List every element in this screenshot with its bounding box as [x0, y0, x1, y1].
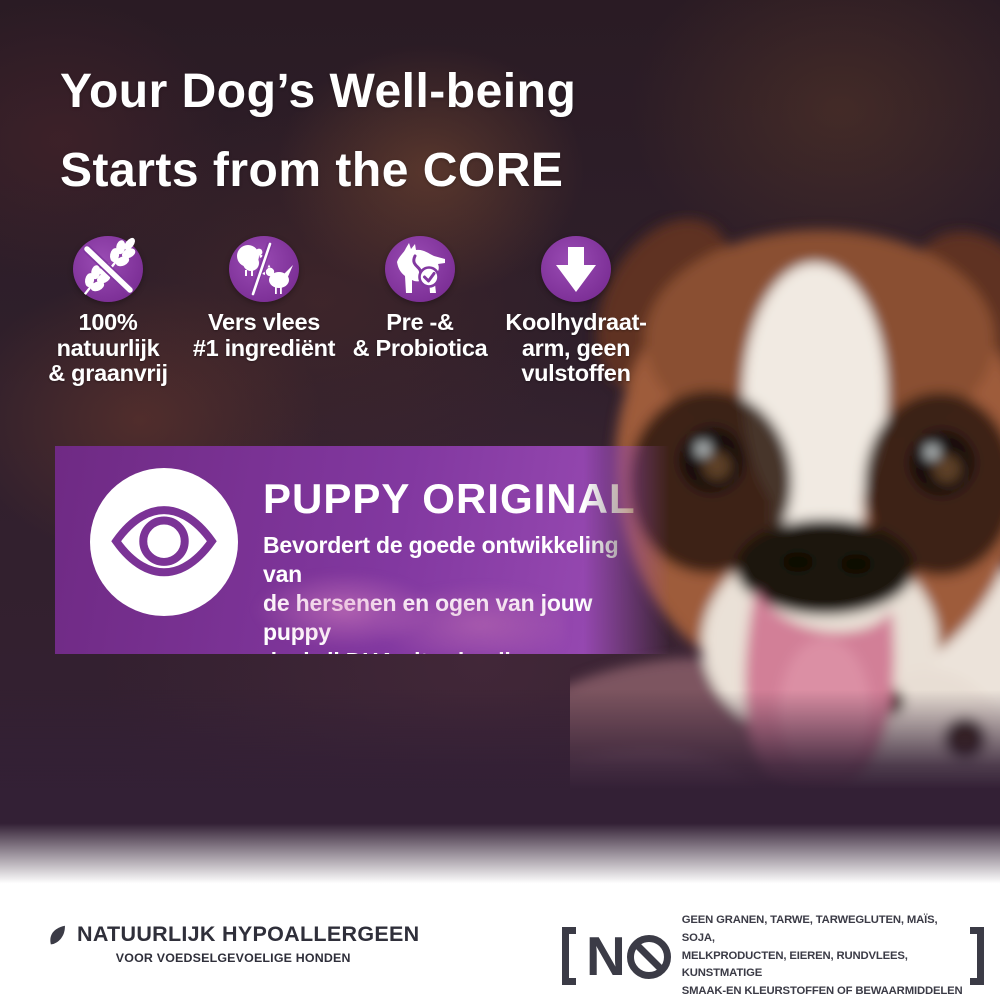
prohibition-icon — [626, 935, 671, 980]
feature-fresh-meat: Vers vlees #1 ingrediënt — [186, 236, 342, 387]
headline-line1: Your Dog’s Well-being — [60, 65, 577, 118]
fresh-meat-poultry-icon — [229, 236, 299, 302]
claim-title: NATUURLIJK HYPOALLERGEEN — [77, 922, 420, 946]
feature-badges-row: 100% natuurlijk & graanvrij — [30, 236, 654, 387]
footer-bar: NATUURLIJK HYPOALLERGEEN VOOR VOEDSELGEV… — [0, 905, 1000, 1000]
low-carb-arrow-icon — [541, 236, 611, 302]
eye-icon — [90, 468, 238, 616]
product-description: Bevordert de goede ontwikkeling van de h… — [263, 532, 619, 674]
right-bracket — [969, 927, 984, 986]
restricted-ingredients: GEEN GRANEN, TARWE, TARWEGLUTEN, MAÏS, S… — [681, 914, 963, 998]
no-letter: N — [586, 925, 626, 988]
benefit-banner: PUPPY ORIGINAL Bevordert de goede ontwik… — [55, 446, 670, 674]
headline-line2: Starts from the CORE — [60, 144, 564, 197]
feature-label: 100% natuurlijk & graanvrij — [48, 309, 168, 386]
no-ingredients-block: N GEEN GRANEN, TARWE, TARWEGLUTEN, MAÏS,… — [562, 912, 984, 1000]
headline: Your Dog’s Well-being Starts from the CO… — [60, 52, 576, 210]
leaf-icon — [50, 925, 65, 944]
banner-text: PUPPY ORIGINAL Bevordert de goede ontwik… — [263, 476, 663, 676]
photo-fade-gradient — [0, 690, 1000, 905]
feature-no-grain: 100% natuurlijk & graanvrij — [30, 236, 186, 387]
claim-subtitle: VOOR VOEDSELGEVOELIGE HONDEN — [115, 951, 351, 965]
feature-probiotics: Pre -& & Probiotica — [342, 236, 498, 387]
feature-label: Koolhydraat- arm, geen vulstoffen — [505, 309, 647, 386]
feature-low-carb: Koolhydraat- arm, geen vulstoffen — [498, 236, 654, 387]
pre-probiotics-dog-icon — [385, 236, 455, 302]
left-bracket — [562, 927, 576, 986]
feature-label: Pre -& & Probiotica — [352, 309, 488, 361]
feature-label: Vers vlees #1 ingrediënt — [192, 309, 336, 361]
hypoallergenic-claim: NATUURLIJK HYPOALLERGEEN VOOR VOEDSELGEV… — [47, 922, 419, 965]
product-name: PUPPY ORIGINAL — [263, 475, 636, 522]
no-grain-icon — [73, 236, 143, 302]
